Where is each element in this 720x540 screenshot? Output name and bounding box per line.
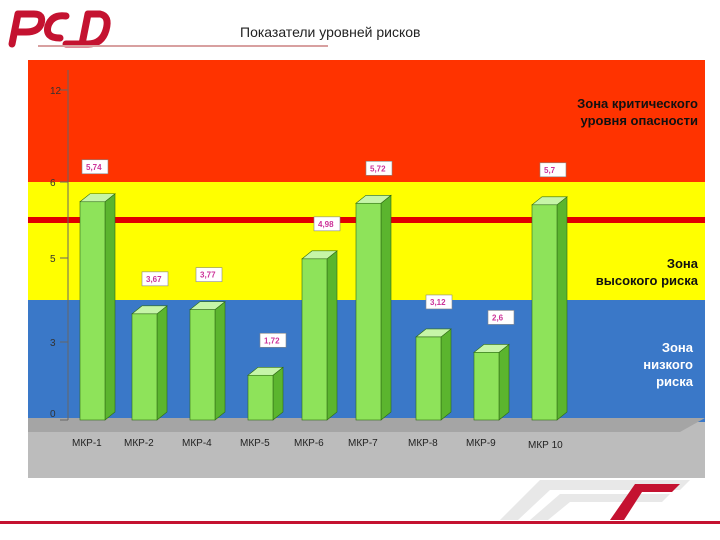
zone-label-low: низкого xyxy=(643,357,693,372)
bar xyxy=(473,343,510,421)
y-tick-label: 12 xyxy=(50,86,62,97)
value-label: 3,12 xyxy=(425,294,453,310)
value-label: 5,7 xyxy=(539,162,567,178)
value-label: 5,74 xyxy=(81,159,109,175)
value-label: 3,77 xyxy=(195,267,223,282)
svg-text:4,98: 4,98 xyxy=(318,220,334,229)
svg-text:5,74: 5,74 xyxy=(86,163,102,172)
zone-label-critical: уровня опасности xyxy=(581,113,698,128)
rail-stripes-icon xyxy=(500,480,690,520)
category-label: МКР-1 xyxy=(72,438,102,449)
bar xyxy=(247,366,284,421)
category-label: МКР-4 xyxy=(182,438,212,449)
svg-text:3,12: 3,12 xyxy=(430,298,446,307)
svg-text:5,72: 5,72 xyxy=(370,164,386,173)
bar xyxy=(79,193,116,421)
category-label: МКР-8 xyxy=(408,438,438,449)
zone-label-low: Зона xyxy=(662,340,694,355)
rzd-logo-icon xyxy=(8,10,111,48)
y-tick-label: 3 xyxy=(50,338,56,349)
value-label: 4,98 xyxy=(313,216,341,232)
svg-text:1,72: 1,72 xyxy=(264,336,280,345)
value-label: 5,72 xyxy=(365,160,393,176)
chart-floor-top xyxy=(28,418,705,432)
category-label: МКР 10 xyxy=(528,440,563,451)
y-tick-label: 0 xyxy=(50,409,56,420)
title-underline xyxy=(38,45,328,47)
svg-text:3,77: 3,77 xyxy=(200,271,216,280)
y-tick-label: 5 xyxy=(50,254,56,265)
svg-text:2,6: 2,6 xyxy=(492,313,504,322)
bar xyxy=(415,328,452,421)
value-label: 1,72 xyxy=(259,332,287,348)
page-title: Показатели уровней рисков xyxy=(240,24,421,40)
category-label: МКР-2 xyxy=(124,438,154,449)
category-label: МКР-5 xyxy=(240,438,270,449)
svg-text:5,7: 5,7 xyxy=(544,166,556,175)
zone-label-high: Зона xyxy=(667,256,699,271)
value-label: 2,6 xyxy=(487,310,515,325)
bar xyxy=(131,305,168,421)
zone-label-high: высокого риска xyxy=(596,273,699,288)
bar xyxy=(355,194,392,421)
chart-floor xyxy=(28,422,705,478)
bar xyxy=(301,250,338,421)
category-label: МКР-7 xyxy=(348,438,378,449)
svg-text:3,67: 3,67 xyxy=(146,275,162,284)
bar xyxy=(531,196,568,421)
category-label: МКР-9 xyxy=(466,438,496,449)
footer-rule xyxy=(0,521,720,524)
y-tick-label: 6 xyxy=(50,178,56,189)
zone-label-critical: Зона критического xyxy=(577,96,698,111)
bar xyxy=(189,301,226,421)
value-label: 3,67 xyxy=(141,271,169,287)
zone-label-low: риска xyxy=(656,374,694,389)
category-label: МКР-6 xyxy=(294,438,324,449)
